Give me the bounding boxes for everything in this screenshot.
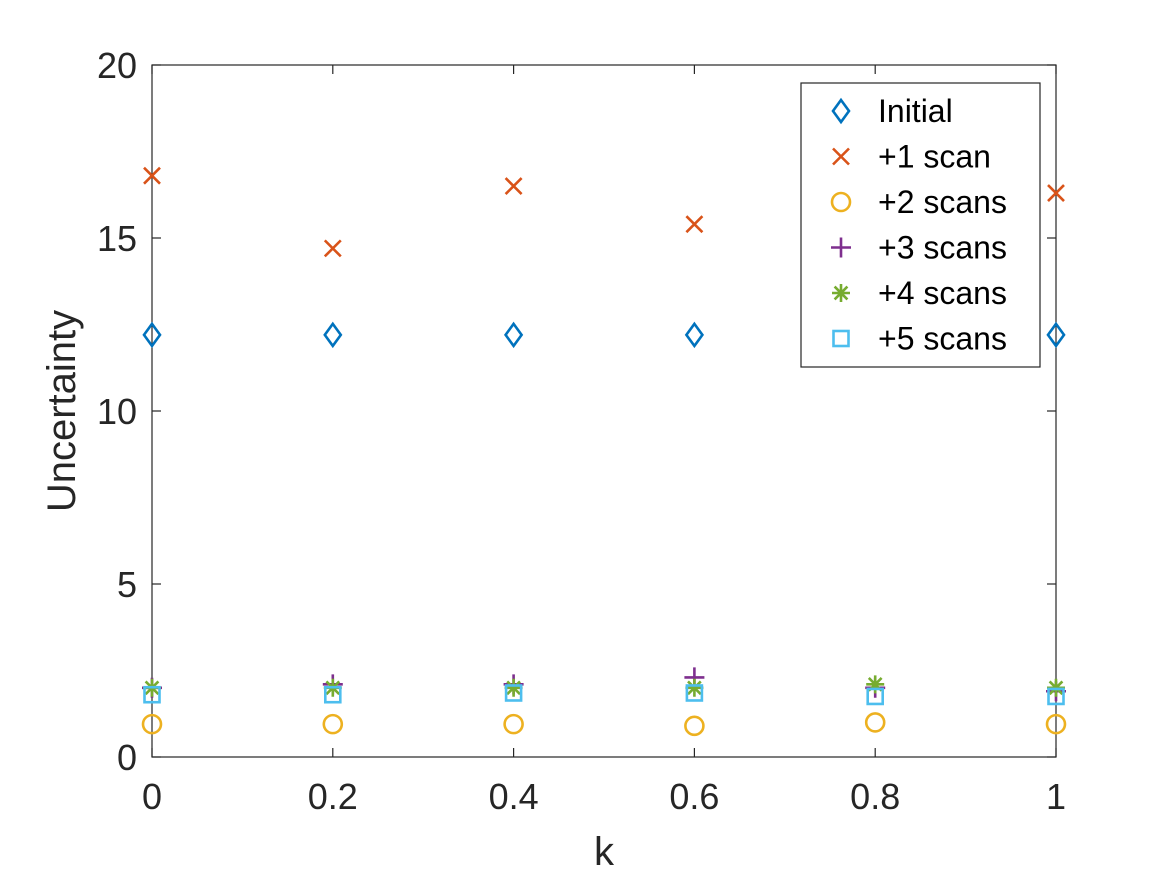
x-marker — [504, 177, 523, 196]
legend-entry: +5 scans — [832, 321, 1007, 357]
square-marker — [685, 684, 704, 702]
x-tick-label: 0.4 — [489, 776, 539, 817]
square-marker — [866, 687, 885, 706]
square-marker — [1047, 687, 1065, 706]
legend-entry: +1 scan — [832, 139, 991, 175]
circle-marker — [322, 713, 344, 735]
circle-marker — [141, 713, 163, 735]
diamond-marker — [1046, 321, 1066, 349]
legend-label: +2 scans — [878, 184, 1007, 220]
diamond-marker — [503, 321, 524, 349]
series--1-scan — [143, 166, 1065, 258]
circle-marker — [1045, 713, 1067, 735]
circle-marker — [864, 712, 886, 733]
legend-circle-marker — [830, 191, 852, 213]
y-tick-label: 0 — [117, 737, 137, 778]
x-tick-labels: 0 0.2 0.4 0.6 0.8 1 — [142, 776, 1066, 817]
diamond-marker — [323, 321, 343, 349]
legend-entry: +3 scans — [831, 230, 1007, 266]
legend-label: +1 scan — [878, 139, 991, 175]
y-tick-labels: 0 5 10 15 20 — [97, 45, 137, 778]
x-marker — [323, 239, 342, 258]
series--2-scans — [141, 712, 1067, 737]
legend-diamond-marker — [831, 97, 851, 125]
x-marker — [1047, 184, 1065, 202]
legend-x-marker — [832, 147, 850, 166]
legend-entry: +4 scans — [832, 275, 1007, 311]
x-marker — [143, 166, 161, 185]
square-marker — [143, 685, 161, 704]
legend: Initial +1 scan +2 scans +3 scans +4 scans +5… — [800, 82, 1041, 368]
asterisk-marker — [866, 675, 885, 694]
series--5-scans — [143, 684, 1065, 706]
y-tick-label: 15 — [97, 218, 137, 259]
y-tick-label: 5 — [117, 564, 137, 605]
legend-label: Initial — [878, 93, 953, 129]
x-tick-label: 0.8 — [850, 776, 900, 817]
legend-asterisk-marker — [832, 284, 850, 302]
square-marker — [323, 685, 342, 704]
x-marker — [685, 215, 704, 234]
legend-box — [800, 82, 1041, 368]
legend-square-marker — [832, 329, 850, 348]
y-tick-label: 10 — [97, 391, 137, 432]
legend-label: +3 scans — [878, 230, 1007, 266]
legend-entry: +2 scans — [830, 184, 1007, 220]
square-marker — [504, 684, 523, 702]
y-axis-title: Uncertainty — [40, 310, 84, 512]
x-axis-title: k — [594, 830, 615, 874]
legend-entry: Initial — [831, 93, 953, 129]
x-tick-label: 0.6 — [669, 776, 719, 817]
x-tick-label: 0 — [142, 776, 162, 817]
x-tick-label: 0.2 — [308, 776, 358, 817]
diamond-marker — [142, 321, 162, 349]
x-tick-label: 1 — [1046, 776, 1066, 817]
asterisk-marker — [504, 678, 523, 697]
asterisk-marker — [685, 678, 704, 697]
axis-ticks — [151, 64, 1057, 758]
legend-plus-marker — [831, 237, 851, 258]
circle-marker — [684, 715, 705, 737]
y-tick-label: 20 — [97, 45, 137, 86]
circle-marker — [503, 713, 524, 735]
legend-label: +4 scans — [878, 275, 1007, 311]
legend-label: +5 scans — [878, 321, 1007, 357]
diamond-marker — [684, 321, 705, 349]
